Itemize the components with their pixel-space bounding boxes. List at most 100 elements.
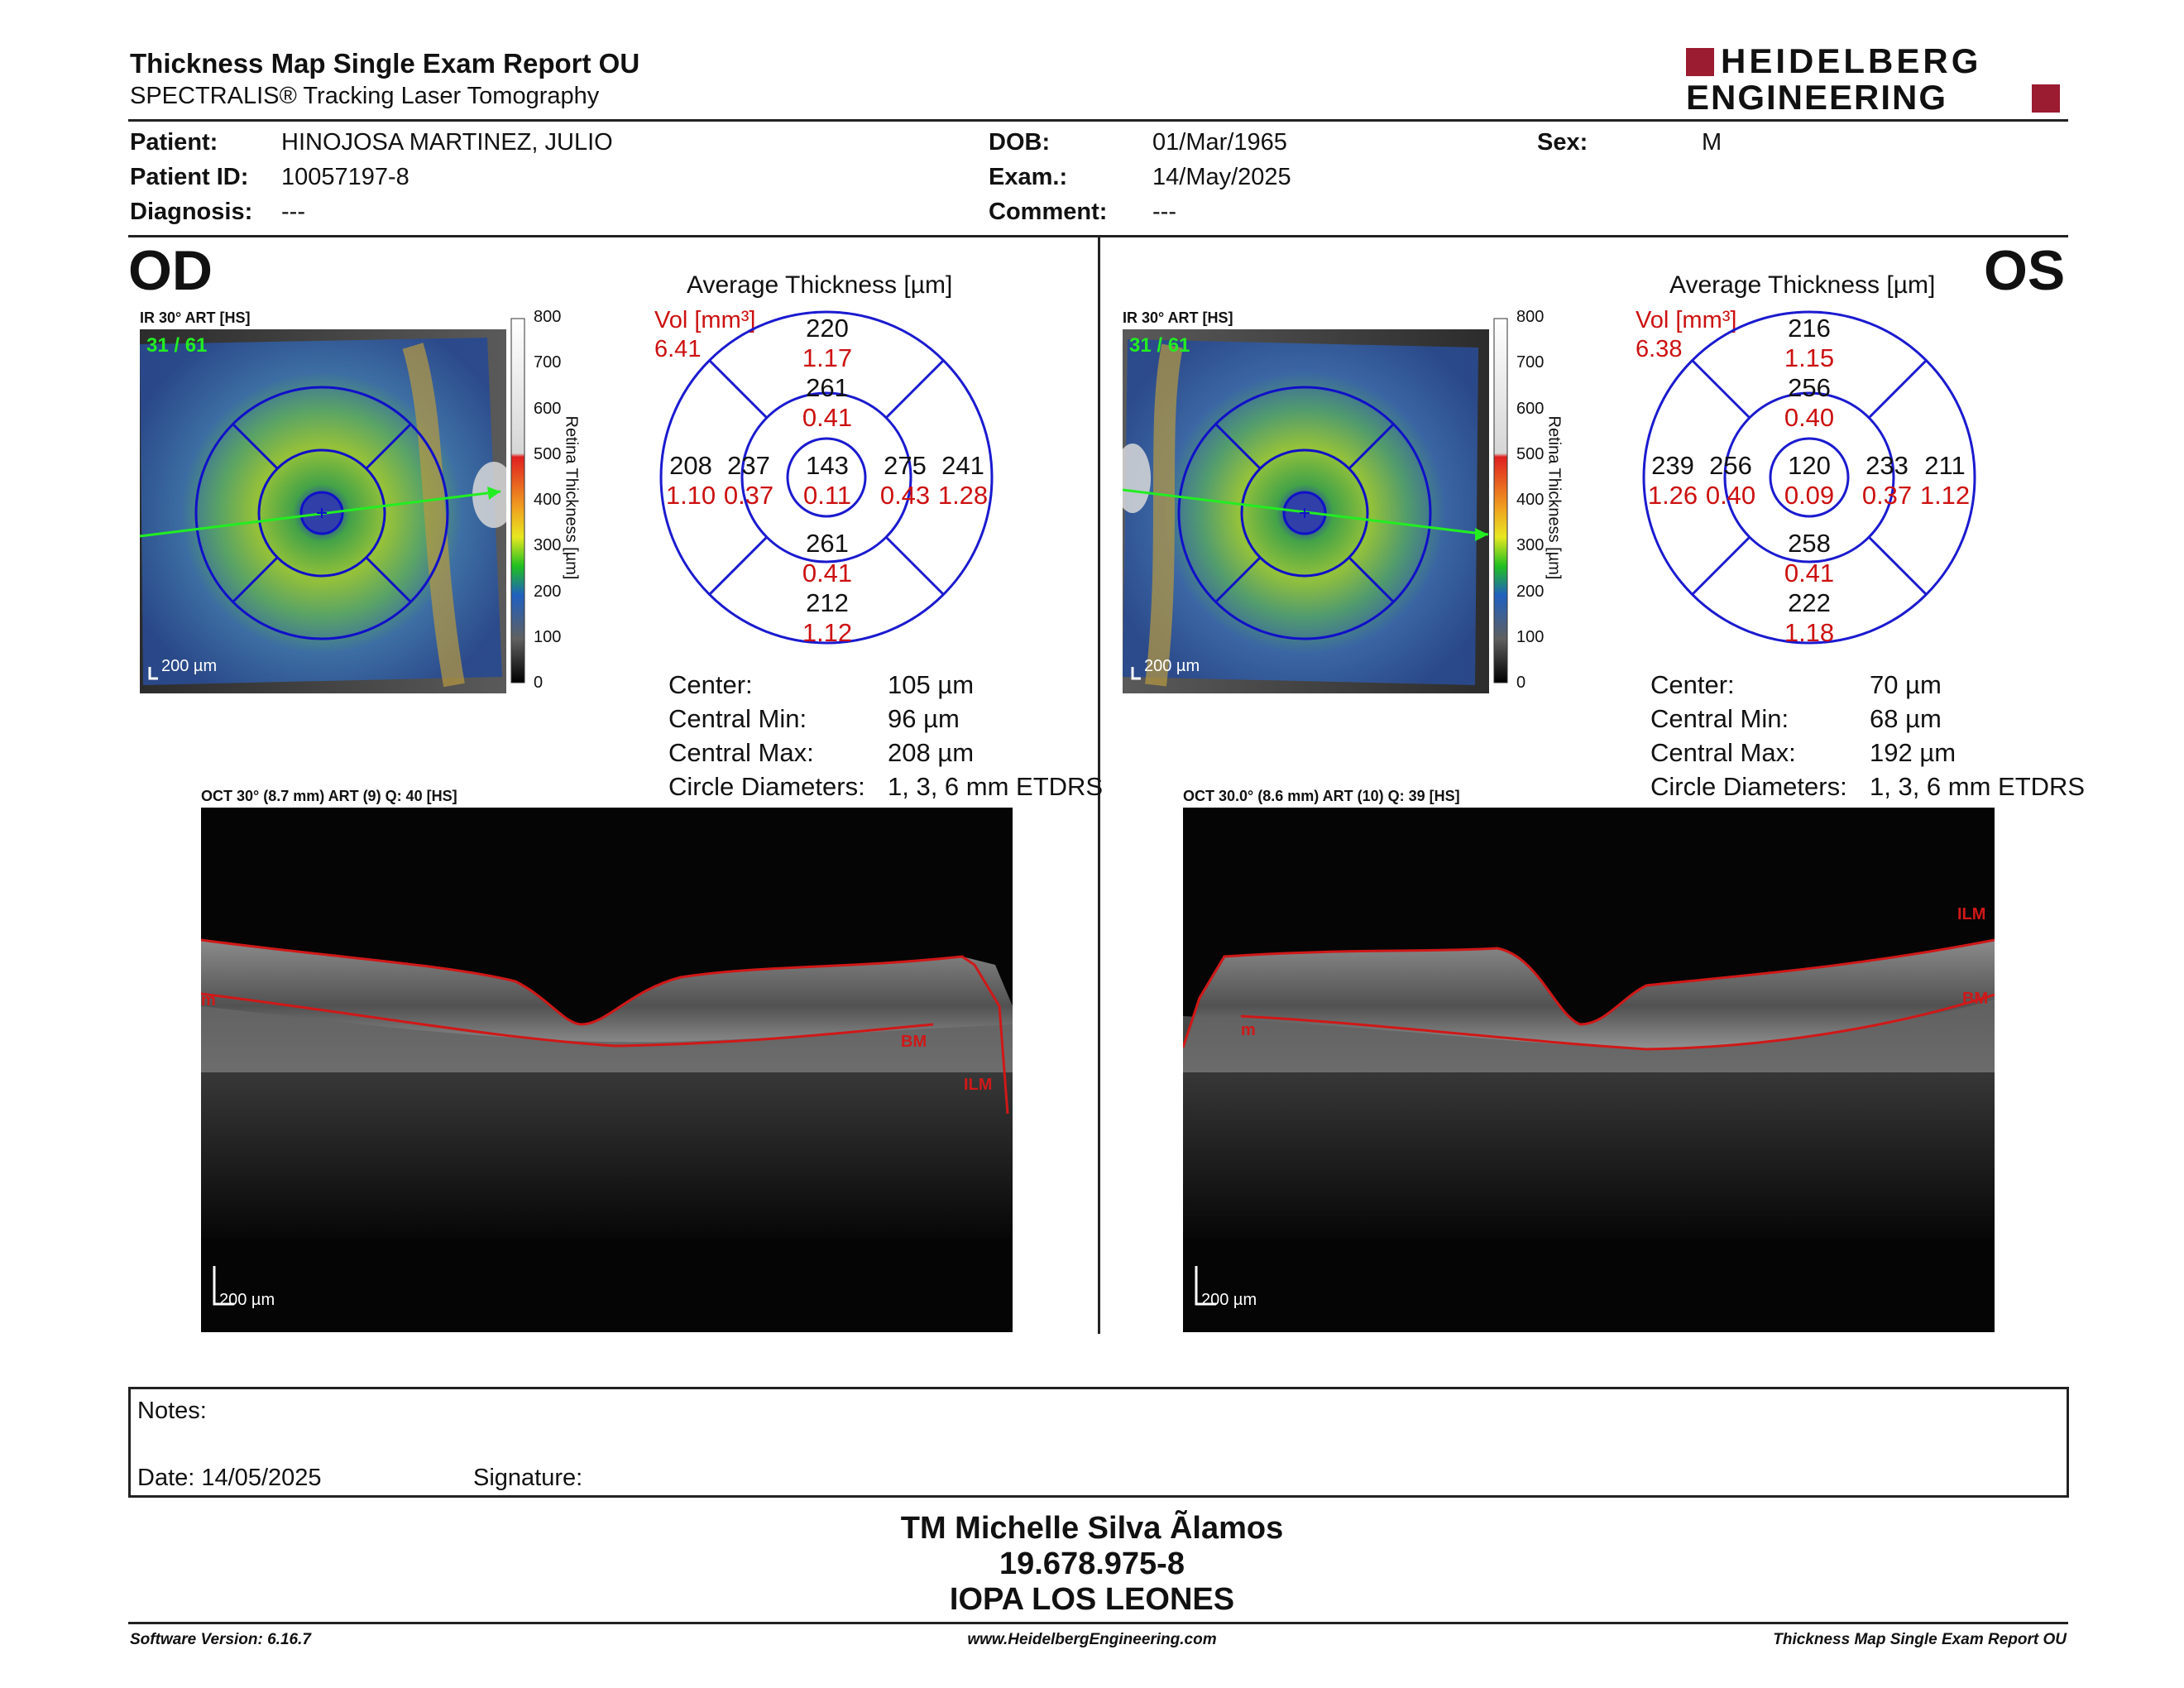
logo-text-top: HEIDELBERG [1721,41,1982,80]
os-bscan-image: m BM ILM 200 µm [1183,808,1995,1332]
od-scalebar-label: 200 µm [161,657,218,675]
report-subtitle: SPECTRALIS® Tracking Laser Tomography [130,83,600,109]
exam-label: Exam.: [989,164,1068,190]
notes-label: Notes: [137,1398,207,1424]
od-min-label: Central Min: [668,704,807,733]
os-circ-value: 1, 3, 6 mm ETDRS [1870,772,2086,801]
logo-square-bottom [2032,84,2060,113]
os-inner-right: 233 [1866,451,1909,480]
od-outer-inf-vol: 1.12 [802,618,853,647]
diagnosis-value: --- [281,199,305,225]
od-m-label: m [201,991,216,1009]
od-scale-title: Retina Thickness [µm] [562,415,581,580]
os-tick-300: 300 [1516,536,1545,554]
od-tick-400: 400 [534,491,562,509]
od-circ-value: 1, 3, 6 mm ETDRS [888,772,1104,801]
os-tick-200: 200 [1516,583,1545,601]
notes-date: Date: 14/05/2025 [137,1465,322,1491]
os-tick-100: 100 [1516,628,1545,646]
os-outer-right: 211 [1924,451,1966,480]
os-tick-500: 500 [1516,445,1545,463]
os-scale-title: Retina Thickness [µm] [1545,415,1564,580]
os-ir-label: IR 30° ART [HS] [1123,309,1233,326]
os-outer-sup-vol: 1.15 [1784,343,1835,372]
os-scalebar-label: 200 µm [1144,657,1200,675]
od-outer-sup: 220 [806,314,849,343]
logo-text-bottom: ENGINEERING [1686,78,1948,117]
os-color-scale [1493,318,1508,683]
os-outer-inf-vol: 1.18 [1784,618,1835,647]
od-center-value: 105 µm [888,670,975,699]
od-thickness-map: 31 / 61 200 µm [140,329,506,693]
os-vol-label: Vol [mm³] [1636,307,1737,333]
os-outer-sup: 216 [1788,314,1831,343]
os-outer-left: 239 [1651,451,1694,480]
od-tick-100: 100 [534,628,562,646]
comment-value: --- [1152,199,1176,225]
os-center: 120 [1788,451,1831,480]
os-inner-left: 256 [1709,451,1752,480]
os-max-label: Central Max: [1650,738,1796,767]
os-tick-700: 700 [1516,353,1545,372]
od-tick-200: 200 [534,583,562,601]
comment-label: Comment: [989,199,1108,225]
od-inner-sup-vol: 0.41 [802,403,853,432]
od-min-value: 96 µm [888,704,960,733]
od-tick-800: 800 [534,308,562,326]
od-tick-700: 700 [534,353,562,372]
os-tick-0: 0 [1516,674,1526,692]
os-inner-right-vol: 0.37 [1861,481,1913,510]
od-etdrs-grid [659,310,994,645]
os-inner-inf: 258 [1788,529,1831,558]
heidelberg-logo: HEIDELBERG ENGINEERING [1686,41,2067,121]
od-inner-right-vol: 0.43 [879,481,931,510]
os-inner-left-vol: 0.40 [1705,481,1756,510]
od-bscan-image: m BM ILM 200 µm [201,808,1013,1332]
od-inner-sup: 261 [806,373,849,402]
os-min-value: 68 µm [1870,704,1942,733]
od-inner-inf: 261 [806,529,849,558]
od-max-label: Central Max: [668,738,814,767]
od-tick-500: 500 [534,445,562,463]
os-eye-label: OS [1984,239,2066,302]
footer-report: Thickness Map Single Exam Report OU [1773,1631,2067,1648]
footer-version: Software Version: 6.16.7 [130,1631,311,1648]
od-vol-value: 6.41 [654,336,702,362]
report-title: Thickness Map Single Exam Report OU [130,48,640,79]
od-outer-left: 208 [669,451,712,480]
signature-name: TM Michelle Silva Ãlamos [900,1511,1284,1546]
os-frame-counter: 31 / 61 [1129,334,1190,357]
os-min-label: Central Min: [1650,704,1789,733]
os-outer-left-vol: 1.26 [1647,481,1698,510]
patient-label: Patient: [130,129,218,156]
od-outer-sup-vol: 1.17 [802,343,853,372]
od-eye-label: OD [128,239,213,302]
os-inner-inf-vol: 0.41 [1784,559,1835,587]
os-inner-sup-vol: 0.40 [1784,403,1835,432]
sex-label: Sex: [1537,129,1588,156]
os-center-vol: 0.09 [1784,481,1835,510]
os-tick-400: 400 [1516,491,1545,509]
exam-value: 14/May/2025 [1152,164,1291,190]
od-inner-inf-vol: 0.41 [802,559,853,587]
signature-id: 19.678.975-8 [999,1547,1185,1581]
dob-value: 01/Mar/1965 [1152,129,1287,156]
od-inner-right: 275 [884,451,927,480]
os-outer-inf: 222 [1788,588,1831,617]
eye-divider [1098,237,1100,1334]
od-inner-left: 237 [727,451,770,480]
footer-website: www.HeidelbergEngineering.com [967,1631,1217,1648]
diagnosis-label: Diagnosis: [130,199,253,225]
os-max-value: 192 µm [1870,738,1956,767]
od-inner-left-vol: 0.37 [723,481,774,510]
notes-signature: Signature: [473,1465,583,1491]
notes-box: Notes: Date: 14/05/2025 Signature: [128,1387,2069,1498]
os-vol-value: 6.38 [1636,336,1683,362]
os-center-value: 70 µm [1870,670,1942,699]
os-bm-label: BM [1962,990,1989,1008]
od-ir-label: IR 30° ART [HS] [140,309,251,326]
od-center-label: Center: [668,670,753,699]
od-vol-label: Vol [mm³] [654,307,756,333]
patient-name: HINOJOSA MARTINEZ, JULIO [281,129,613,156]
sex-value: M [1702,129,1722,156]
